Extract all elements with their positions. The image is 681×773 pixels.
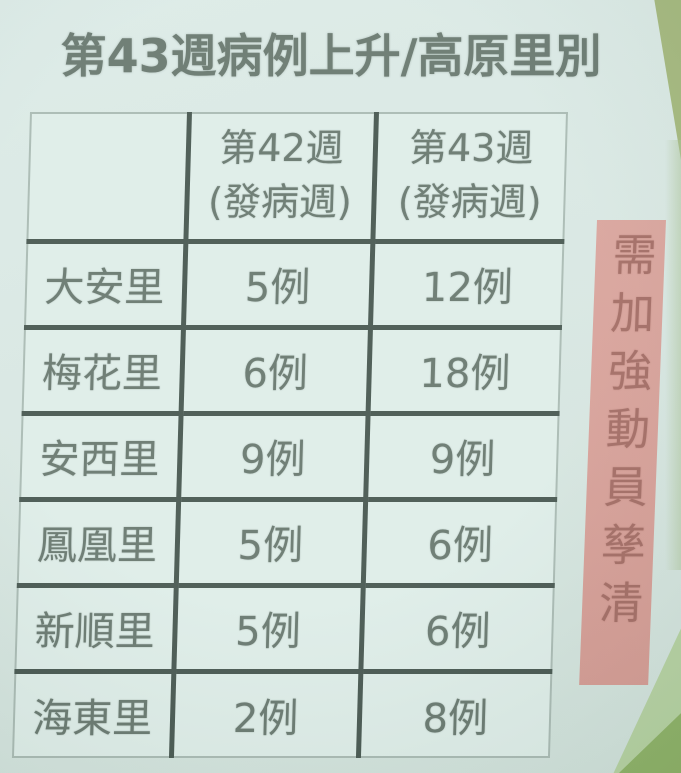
district-cell: 梅花里	[22, 327, 183, 413]
header-week43-line1: 第43週	[408, 126, 535, 171]
decor-triangle-bottom-right-dark	[618, 713, 681, 773]
table-row: 梅花里 6例 18例	[22, 327, 561, 413]
header-week42-line1: 第42週	[218, 126, 345, 171]
week43-cell: 9例	[365, 413, 559, 499]
header-week43-line2: (發病週)	[397, 180, 543, 225]
district-cell: 海東里	[12, 671, 174, 757]
action-note-banner: 需加強動員孳清	[579, 220, 666, 685]
header-district	[27, 113, 189, 241]
slide-title: 第43週病例上升/高原里別	[60, 29, 602, 83]
table-row: 新順里 5例 6例	[15, 585, 554, 671]
week43-cell: 6例	[362, 499, 557, 585]
table-row: 安西里 9例 9例	[20, 413, 559, 499]
table-row: 海東里 2例 8例	[12, 671, 552, 757]
table-row: 鳳凰里 5例 6例	[17, 499, 557, 585]
district-cell: 鳳凰里	[17, 499, 179, 585]
week42-cell: 5例	[182, 241, 373, 327]
table-row: 大安里 5例 12例	[24, 241, 564, 327]
table-header-row: 第42週 (發病週) 第43週 (發病週)	[27, 113, 567, 241]
district-cell: 新順里	[15, 585, 176, 671]
week43-cell: 6例	[360, 585, 554, 671]
week43-cell: 8例	[357, 671, 552, 757]
district-cell: 大安里	[24, 241, 186, 327]
district-cell: 安西里	[20, 413, 181, 499]
case-count-table: 第42週 (發病週) 第43週 (發病週) 大安里 5例 12例 梅花里 6例 …	[11, 112, 569, 758]
header-week42: 第42週 (發病週)	[185, 113, 376, 241]
header-week43: 第43週 (發病週)	[372, 113, 567, 241]
week42-cell: 5例	[175, 499, 366, 585]
week42-cell: 5例	[173, 585, 363, 671]
week43-cell: 18例	[367, 327, 561, 413]
week42-cell: 6例	[180, 327, 370, 413]
decor-green-edge-strip	[665, 140, 681, 570]
header-week42-line2: (發病週)	[207, 180, 353, 225]
week42-cell: 9例	[178, 413, 368, 499]
week42-cell: 2例	[170, 671, 361, 757]
week43-cell: 12例	[369, 241, 564, 327]
